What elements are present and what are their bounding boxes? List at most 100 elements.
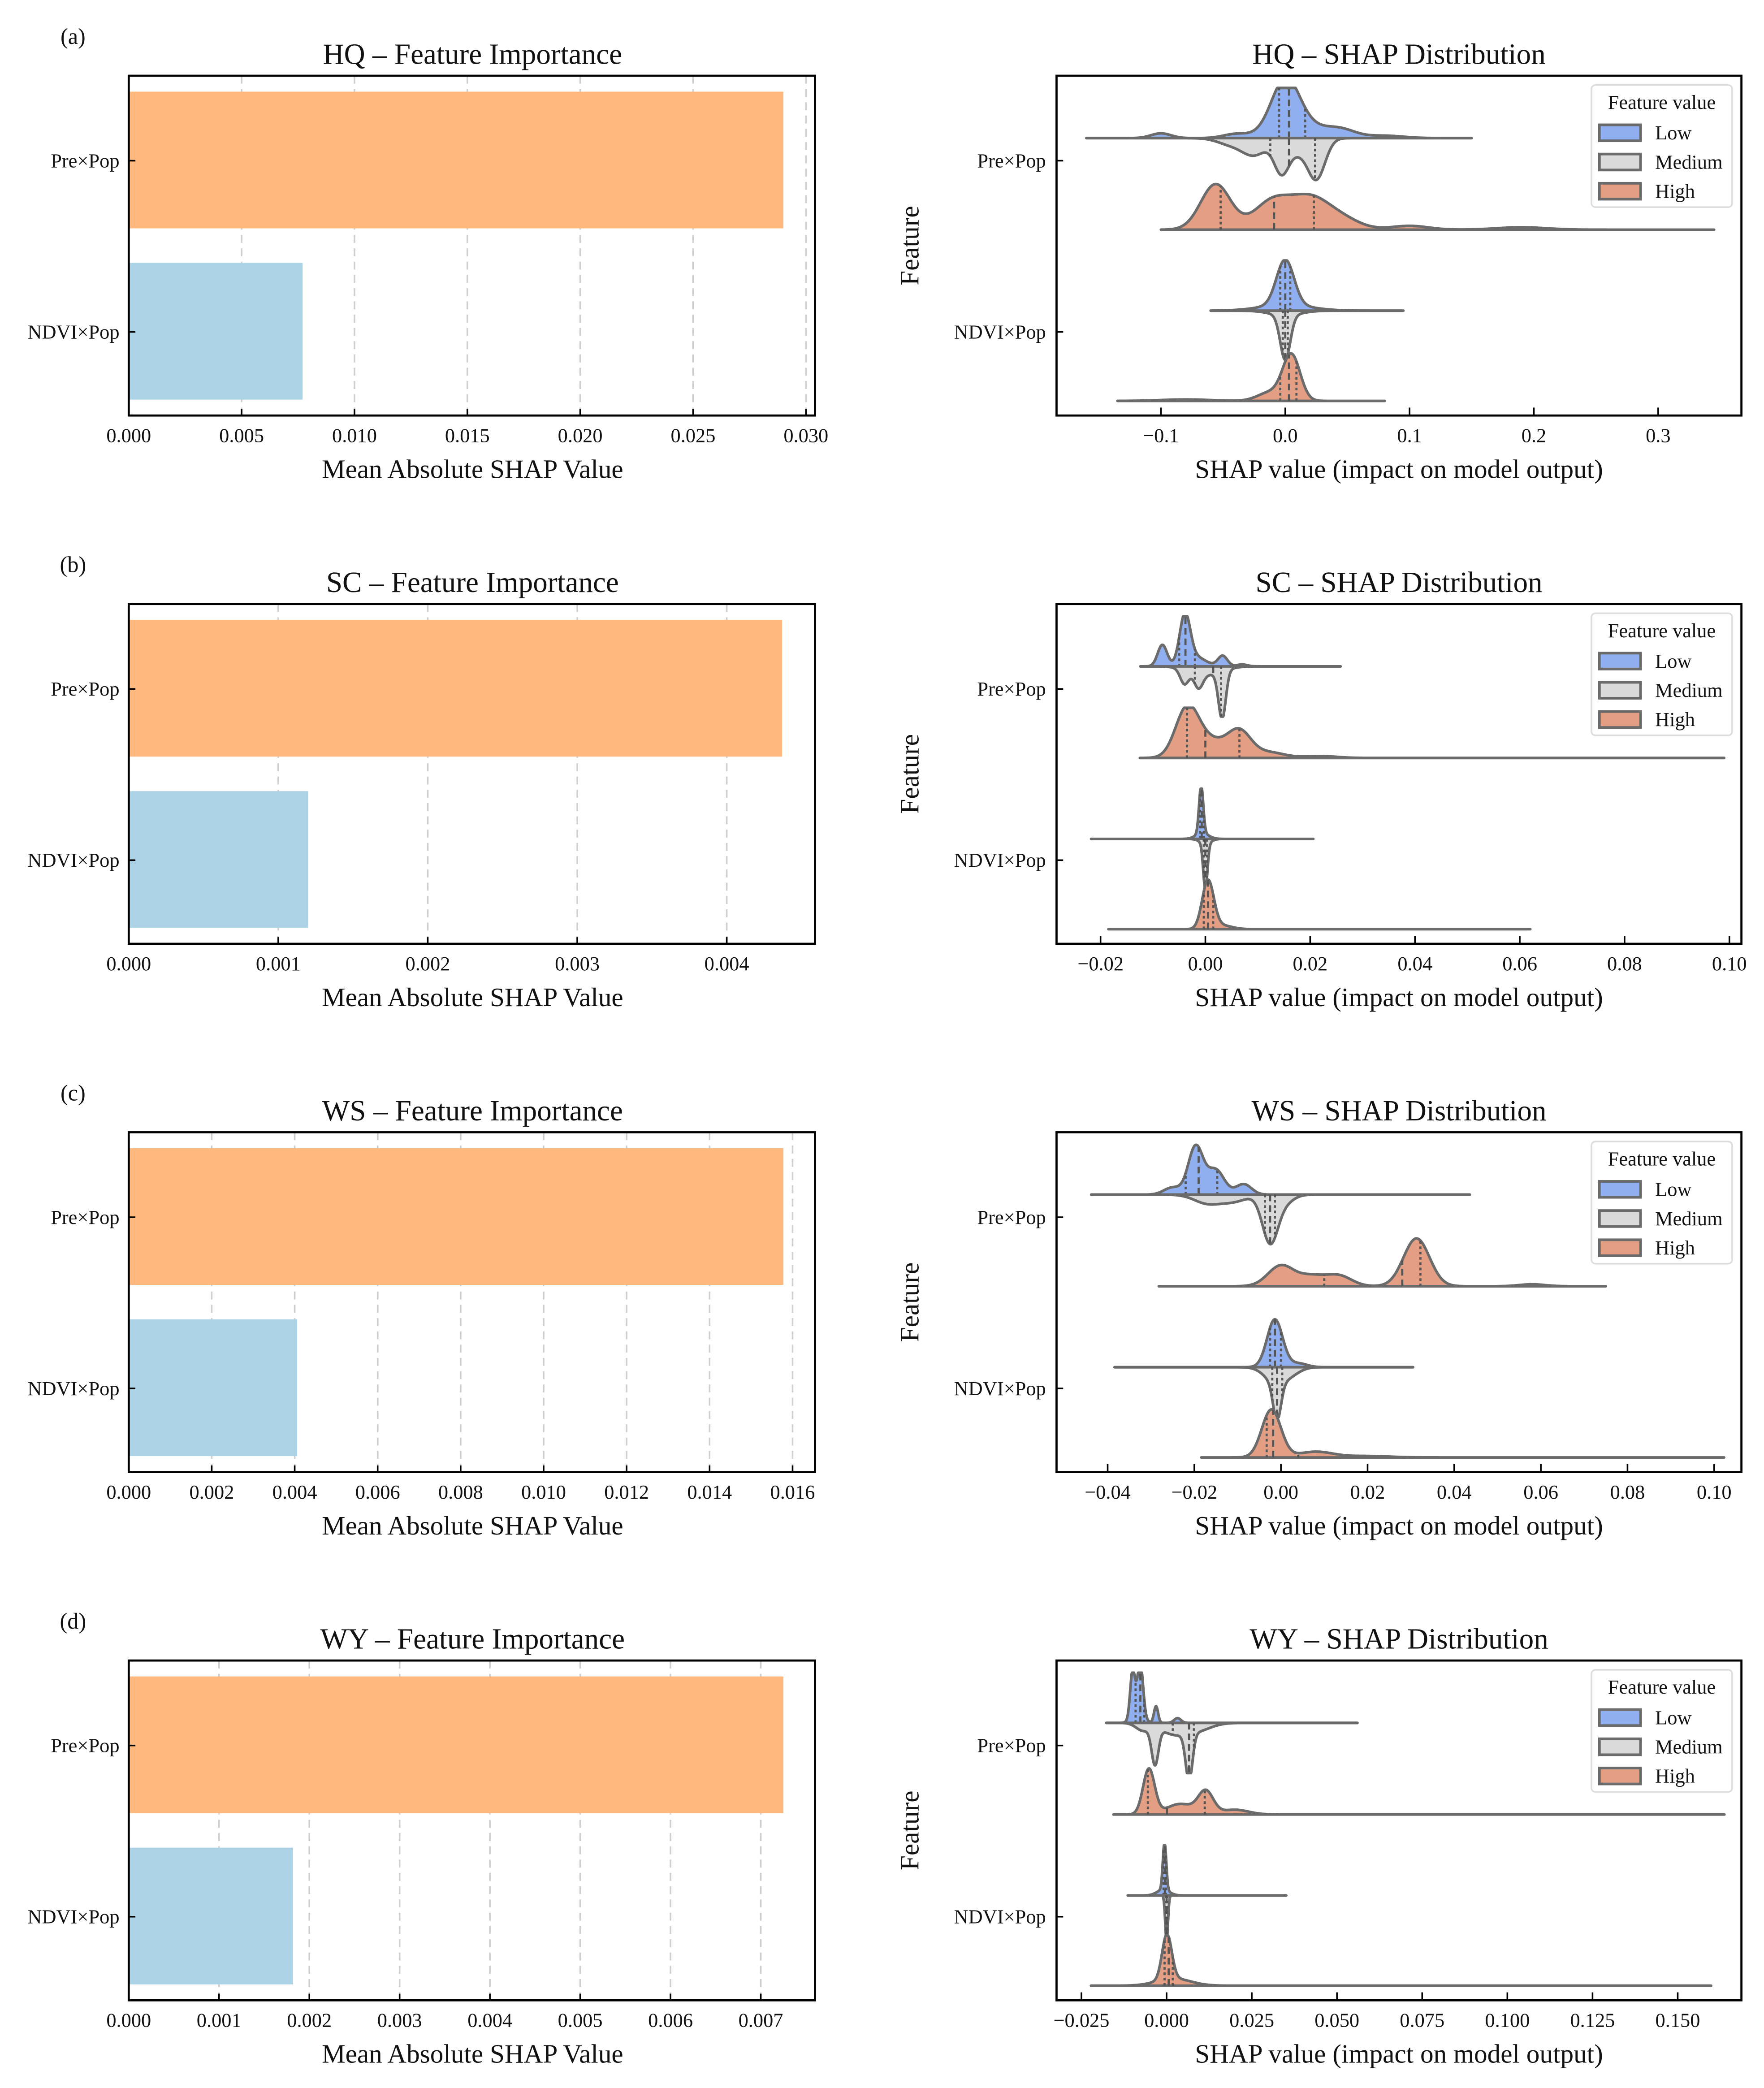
- x-tick-label: 0.005: [219, 424, 264, 446]
- y-axis-label: Feature: [895, 1790, 924, 1870]
- legend-swatch-medium: [1598, 1737, 1642, 1756]
- legend-label: Low: [1655, 121, 1691, 144]
- axes-frame: [1055, 1659, 1743, 2002]
- violin-ndvi-pop-medium: [1209, 309, 1405, 361]
- shap-distribution-chart: WS – SHAP Distribution Feature −0.04 −0.02 0…: [895, 1095, 1743, 1540]
- x-axis-label: SHAP value (impact on model output): [1195, 982, 1603, 1012]
- violin-ndvi-pop-medium: [1126, 1894, 1288, 1942]
- chart-title: WS – SHAP Distribution: [1251, 1095, 1546, 1127]
- shap-distribution-chart: HQ – SHAP Distribution Feature −0.1 0.0 0.1 0…: [895, 38, 1743, 484]
- y-axis-label: Feature: [895, 734, 924, 814]
- legend: Feature value Low Medium High: [1591, 1669, 1733, 1793]
- legend-swatch-low: [1598, 123, 1642, 143]
- bar: [129, 791, 308, 928]
- axes-frame: [1055, 74, 1743, 417]
- axes-frame: [127, 603, 816, 945]
- violin-ndvi-pop-high: [1107, 878, 1532, 931]
- x-tick-label: 0.014: [687, 1481, 732, 1503]
- x-tick-label: 0.02: [1350, 1481, 1385, 1503]
- chart-title: WY – Feature Importance: [320, 1623, 625, 1656]
- violin-ndvi-pop-high: [1116, 352, 1386, 402]
- bar: [129, 1319, 298, 1457]
- x-tick-label: 0.001: [256, 952, 301, 975]
- axes-frame: [1055, 1131, 1743, 1473]
- x-tick-label: 0.1: [1397, 424, 1422, 446]
- x-axis-label: Mean Absolute SHAP Value: [322, 982, 623, 1012]
- legend-swatch-high: [1598, 1767, 1642, 1785]
- y-tick-label: Pre×Pop: [51, 1206, 119, 1228]
- y-tick-label: NDVI×Pop: [954, 849, 1046, 871]
- x-tick-label: 0.010: [332, 424, 377, 446]
- panel-label: (d): [60, 1608, 86, 1634]
- x-tick-label: 0.06: [1523, 1481, 1558, 1503]
- x-tick-label: 0.015: [445, 424, 490, 446]
- x-tick-label: 0.002: [287, 2009, 332, 2032]
- legend: Feature value Low Medium High: [1591, 612, 1733, 736]
- legend-swatch-medium: [1598, 152, 1642, 172]
- y-tick-label: Pre×Pop: [977, 1734, 1046, 1757]
- feature-importance-chart: (c) WS – Feature Importance 0.000 0.002 0.00…: [27, 1080, 816, 1540]
- x-tick-label: 0.10: [1712, 952, 1747, 975]
- x-axis-label: SHAP value (impact on model output): [1195, 454, 1603, 484]
- bar: [129, 1847, 293, 1984]
- legend-title: Feature value: [1608, 619, 1716, 642]
- y-axis-label: Feature: [895, 206, 924, 285]
- x-tick-label: 0.000: [106, 2009, 151, 2032]
- x-tick-label: 0.050: [1314, 2009, 1359, 2032]
- y-tick-label: NDVI×Pop: [954, 1377, 1046, 1400]
- legend-swatch-medium: [1598, 681, 1642, 700]
- legend-swatch-low: [1598, 1708, 1642, 1727]
- x-axis-label: SHAP value (impact on model output): [1195, 2039, 1603, 2069]
- bar: [129, 91, 783, 229]
- y-tick-label: NDVI×Pop: [27, 320, 119, 343]
- x-axis-label: Mean Absolute SHAP Value: [322, 2039, 623, 2069]
- panel-label: (b): [60, 552, 86, 577]
- feature-importance-chart: (a) HQ – Feature Importance 0.000 0.005 0.01…: [27, 24, 828, 484]
- y-tick-label: Pre×Pop: [977, 1206, 1046, 1228]
- x-tick-label: 0.100: [1485, 2009, 1530, 2032]
- axes-frame: [127, 74, 816, 417]
- violin-pre-pop-high: [1112, 1767, 1726, 1816]
- legend-title: Feature value: [1608, 1676, 1716, 1698]
- chart-title: HQ – Feature Importance: [323, 38, 622, 70]
- x-tick-label: 0.000: [106, 952, 151, 975]
- legend-title: Feature value: [1608, 91, 1716, 113]
- chart-title: WS – Feature Importance: [322, 1095, 623, 1127]
- legend-label: Low: [1655, 1178, 1691, 1201]
- x-tick-label: 0.150: [1656, 2009, 1700, 2032]
- x-tick-label: 0.02: [1293, 952, 1328, 975]
- x-tick-label: −0.025: [1053, 2009, 1109, 2032]
- violin-ndvi-pop-low: [1126, 1844, 1288, 1897]
- panel-label: (c): [61, 1080, 86, 1105]
- violin-pre-pop-medium: [1090, 1193, 1471, 1246]
- violin-ndvi-pop-low: [1209, 259, 1405, 312]
- shap-distribution-chart: WY – SHAP Distribution Feature −0.025 0.000…: [895, 1623, 1743, 2069]
- legend-label: Medium: [1655, 1207, 1722, 1230]
- legend-label: Low: [1655, 650, 1691, 672]
- x-tick-label: 0.012: [604, 1481, 649, 1503]
- legend-frame: [1591, 84, 1733, 208]
- legend-label: Medium: [1655, 679, 1722, 701]
- x-tick-label: 0.000: [106, 424, 151, 446]
- chart-title: SC – Feature Importance: [326, 566, 619, 599]
- x-tick-label: 0.04: [1437, 1481, 1472, 1503]
- x-tick-label: 0.025: [670, 424, 715, 446]
- axes-frame: [1055, 603, 1743, 945]
- legend-swatch-medium: [1598, 1209, 1642, 1228]
- y-tick-label: Pre×Pop: [977, 149, 1046, 172]
- y-tick-label: Pre×Pop: [977, 678, 1046, 700]
- x-tick-label: 0.000: [1144, 2009, 1189, 2032]
- violin-ndvi-pop-high: [1200, 1408, 1725, 1459]
- violin-pre-pop-high: [1138, 706, 1726, 760]
- x-axis-label: SHAP value (impact on model output): [1195, 1511, 1603, 1540]
- x-tick-label: 0.08: [1610, 1481, 1645, 1503]
- x-axis-label: Mean Absolute SHAP Value: [322, 454, 623, 484]
- legend-label: Low: [1655, 1706, 1691, 1729]
- violin-pre-pop-medium: [1139, 665, 1342, 718]
- legend: Feature value Low Medium High: [1591, 1141, 1733, 1265]
- x-tick-label: 0.020: [558, 424, 603, 446]
- violin-pre-pop-medium: [1105, 1721, 1359, 1775]
- x-tick-label: 0.030: [783, 424, 828, 446]
- violin-pre-pop-low: [1139, 615, 1342, 668]
